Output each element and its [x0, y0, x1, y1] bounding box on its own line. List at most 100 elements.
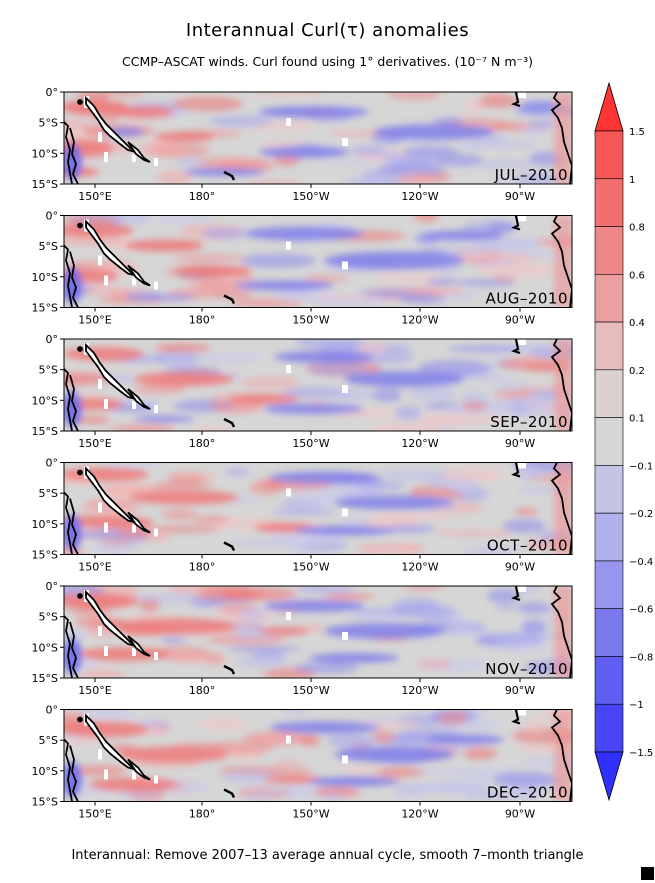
- curl-field: [64, 709, 572, 802]
- panel-month-label: NOV–2010: [485, 660, 568, 678]
- colorbar-label: 1.5: [629, 127, 645, 138]
- colorbar-label: −0.4: [629, 557, 653, 568]
- colorbar-swatch: [594, 274, 624, 323]
- curl-field: [64, 462, 572, 555]
- coastline: [64, 92, 572, 184]
- coastline: [64, 339, 572, 431]
- map-frame: [63, 462, 573, 555]
- colorbar-swatch: [594, 369, 624, 418]
- map-frame: [63, 585, 573, 679]
- map-frame: [63, 709, 573, 802]
- coastline: [64, 215, 572, 308]
- colorbar-swatch: [594, 465, 624, 514]
- coastline: [64, 586, 572, 678]
- latitude-label: 10°S: [32, 147, 58, 160]
- colorbar-label: −0.2: [629, 509, 653, 520]
- map-panel: 0° 5°S 10°S 15°S 150°E 180° 150°W 120°W 90°W AUG–…: [32, 210, 573, 327]
- longitude-label: 120°W: [401, 314, 438, 327]
- latitude-label: 0°: [46, 457, 59, 470]
- panel-month-label: JUL–2010: [494, 166, 568, 184]
- longitude-label: 120°W: [401, 684, 438, 697]
- latitude-label: 0°: [46, 580, 59, 593]
- colorbar-label: 0.2: [629, 366, 645, 377]
- colorbar-label: 0.6: [629, 270, 645, 281]
- curl-field: [64, 215, 572, 308]
- latitude-label: 5°S: [39, 364, 58, 377]
- coastline: [64, 709, 572, 802]
- longitude-label: 150°W: [292, 808, 329, 821]
- longitude-label: 150°W: [292, 684, 329, 697]
- longitude-label: 180°: [189, 561, 216, 574]
- latitude-label: 5°S: [39, 611, 58, 624]
- longitude-label: 180°: [189, 437, 216, 450]
- latitude-label: 0°: [46, 333, 59, 346]
- longitude-label: 150°E: [78, 437, 111, 450]
- panel-month-label: OCT–2010: [487, 537, 568, 555]
- panel-month-label: SEP–2010: [490, 413, 568, 431]
- colorbar-label: −0.1: [629, 461, 653, 472]
- latitude-label: 0°: [46, 210, 59, 223]
- colorbar-label: −0.8: [629, 652, 653, 663]
- colorbar-label: 0.4: [629, 318, 645, 329]
- colorbar-swatch: [594, 656, 624, 705]
- colorbar-label: −0.6: [629, 605, 653, 616]
- latitude-label: 0°: [46, 704, 59, 717]
- map-panel: 0° 5°S 10°S 15°S 150°E 180° 150°W 120°W 90°W SEP–…: [32, 333, 573, 450]
- latitude-label: 15°S: [32, 672, 58, 685]
- colorbar-swatch: [594, 321, 624, 371]
- colorbar-swatch: [594, 226, 624, 275]
- colorbar-label: −1: [629, 700, 644, 711]
- latitude-label: 5°S: [39, 487, 58, 500]
- latitude-label: 5°S: [39, 734, 58, 747]
- curl-field: [64, 586, 572, 678]
- longitude-label: 180°: [189, 190, 216, 203]
- longitude-label: 120°W: [401, 561, 438, 574]
- map-panel: 0° 5°S 10°S 15°S 150°E 180° 150°W 120°W 90°W NOV–…: [32, 580, 573, 697]
- longitude-label: 90°W: [505, 808, 535, 821]
- latitude-label: 10°S: [32, 518, 58, 531]
- longitude-label: 90°W: [505, 314, 535, 327]
- colorbar-min-arrow: [594, 751, 624, 802]
- longitude-label: 150°W: [292, 437, 329, 450]
- longitude-label: 90°W: [505, 437, 535, 450]
- latitude-label: 5°S: [39, 117, 58, 130]
- longitude-label: 180°: [189, 314, 216, 327]
- map-panel: 0° 5°S 10°S 15°S 150°E 180° 150°W 120°W 90°W OCT–…: [32, 457, 573, 574]
- longitude-label: 150°E: [78, 561, 111, 574]
- colorbar-label: 1: [629, 175, 635, 186]
- curl-field: [64, 92, 572, 184]
- latitude-label: 5°S: [39, 240, 58, 253]
- colorbar-swatch: [594, 608, 624, 657]
- latitude-label: 10°S: [32, 271, 58, 284]
- map-panel: 0° 5°S 10°S 15°S 150°E 180° 150°W 120°W 90°W JUL–…: [32, 86, 573, 203]
- longitude-label: 90°W: [505, 561, 535, 574]
- longitude-label: 150°E: [78, 684, 111, 697]
- latitude-label: 10°S: [32, 394, 58, 407]
- latitude-label: 10°S: [32, 641, 58, 654]
- map-frame: [63, 91, 573, 185]
- latitude-label: 15°S: [32, 178, 58, 191]
- colorbar-max-arrow: [594, 81, 624, 132]
- colorbar-swatch: [594, 512, 624, 562]
- map-frame: [63, 338, 573, 432]
- figure-footnote: Interannual: Remove 2007–13 average annu…: [71, 848, 584, 863]
- latitude-label: 15°S: [32, 425, 58, 438]
- longitude-label: 180°: [189, 808, 216, 821]
- colorbar-label: 0.8: [629, 223, 645, 234]
- longitude-label: 120°W: [401, 808, 438, 821]
- colorbar-label: 0.1: [629, 414, 645, 425]
- latitude-label: 15°S: [32, 796, 58, 809]
- longitude-label: 150°E: [78, 808, 111, 821]
- map-panel: 0° 5°S 10°S 15°S 150°E 180° 150°W 120°W 90°W DEC–…: [32, 704, 573, 821]
- longitude-label: 150°W: [292, 314, 329, 327]
- colorbar-swatch: [594, 703, 624, 753]
- longitude-label: 150°W: [292, 561, 329, 574]
- map-frame: [63, 215, 573, 308]
- longitude-label: 90°W: [505, 190, 535, 203]
- colorbar-swatch: [594, 178, 624, 227]
- colorbar-label: −1.5: [629, 748, 653, 759]
- curl-field: [64, 339, 572, 431]
- longitude-label: 180°: [189, 684, 216, 697]
- latitude-label: 10°S: [32, 765, 58, 778]
